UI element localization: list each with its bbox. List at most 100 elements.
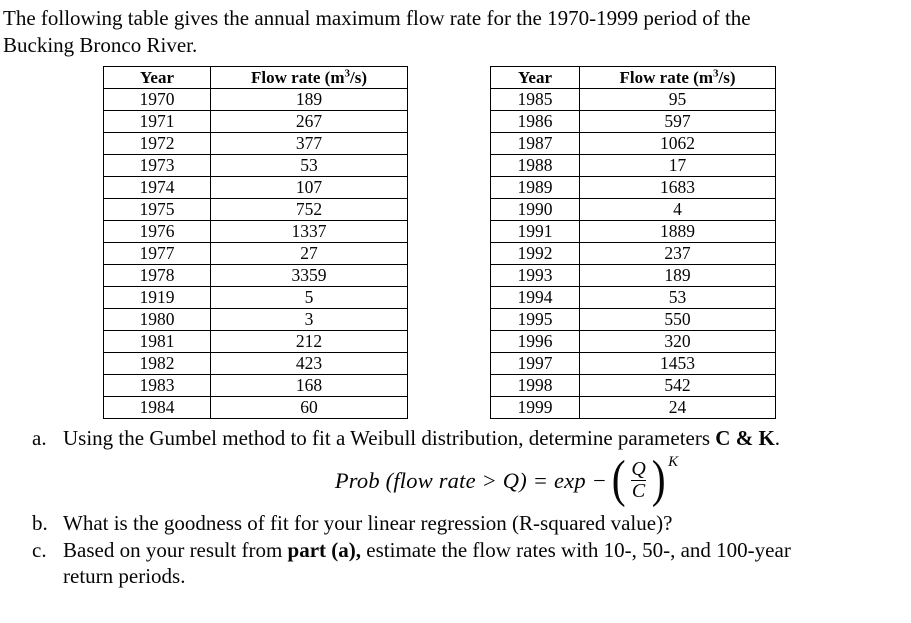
formula-lhs: Prob (flow rate > Q) = exp − — [334, 467, 608, 493]
year-cell: 1996 — [490, 330, 580, 353]
year-cell: 1971 — [103, 110, 211, 133]
left-table-body: 1970 189 1971 267 1972 377 1973 53 1974 107 1975 75… — [103, 88, 408, 419]
year-cell: 1997 — [490, 352, 580, 375]
question-c-line1: Based on your result from part (a), esti… — [63, 537, 905, 563]
table-row: 1983 168 — [103, 374, 408, 397]
table-row: 1988 17 — [490, 154, 776, 177]
question-b: b. What is the goodness of fit for your … — [32, 510, 905, 536]
flow-header-superscript: 3 — [344, 66, 350, 79]
year-cell: 1982 — [103, 352, 211, 375]
question-c-line2: return periods. — [63, 564, 186, 588]
table-row: 1981 212 — [103, 330, 408, 353]
flow-cell: 1453 — [579, 352, 776, 375]
year-cell: 1970 — [103, 88, 211, 111]
flow-header-unit-suffix: /s) — [718, 67, 736, 87]
year-cell: 1999 — [490, 396, 580, 419]
question-c-text: Based on your result from part (a), esti… — [63, 537, 905, 589]
flow-cell: 5 — [210, 286, 408, 309]
year-cell: 1988 — [490, 154, 580, 177]
fraction-denominator: C — [631, 480, 646, 502]
year-cell: 1987 — [490, 132, 580, 155]
year-cell: 1984 — [103, 396, 211, 419]
table-row: 1973 53 — [103, 154, 408, 177]
flow-cell: 542 — [579, 374, 776, 397]
flow-cell: 237 — [579, 242, 776, 265]
flow-header-superscript: 3 — [712, 66, 719, 79]
right-table-body: 1985 95 1986 597 1987 1062 1988 17 1989 1683 1990 4… — [490, 88, 776, 419]
flow-cell: 1683 — [579, 176, 776, 199]
flow-cell: 1337 — [210, 220, 408, 243]
year-cell: 1995 — [490, 308, 580, 331]
flow-cell: 752 — [210, 198, 408, 221]
table-row: 1975 752 — [103, 198, 408, 221]
formula-exponent: K — [668, 454, 679, 470]
flow-header-unit-suffix: /s) — [349, 67, 367, 87]
flow-rate-table-right: Year Flow rate (m3/s) 1985 95 1986 597 1987 1… — [490, 66, 776, 419]
question-list: a. Using the Gumbel method to fit a Weib… — [3, 425, 905, 589]
question-a-bold: C & K — [715, 426, 775, 450]
document-page: The following table gives the annual max… — [3, 5, 905, 589]
year-cell: 1919 — [103, 286, 211, 309]
title-line-2: Bucking Bronco River. — [3, 32, 198, 57]
question-a-post: . — [774, 426, 781, 450]
fraction: Q C — [628, 458, 648, 502]
fraction-numerator: Q — [631, 458, 646, 480]
table-row: 1984 60 — [103, 396, 408, 419]
year-cell: 1974 — [103, 176, 211, 199]
flow-cell: 3359 — [210, 264, 408, 287]
flow-cell: 320 — [579, 330, 776, 353]
weibull-formula: Prob (flow rate > Q) = exp − ( Q C ) K — [3, 452, 905, 509]
fraction-bar — [631, 480, 646, 481]
year-cell: 1994 — [490, 286, 580, 309]
table-row: 1985 95 — [490, 88, 776, 111]
table-row: 1993 189 — [490, 264, 776, 287]
year-cell: 1993 — [490, 264, 580, 287]
table-row: 1996 320 — [490, 330, 776, 353]
year-cell: 1989 — [490, 176, 580, 199]
flow-rate-header: Flow rate (m3/s) — [210, 66, 408, 89]
flow-cell: 60 — [210, 396, 408, 419]
table-header-row: Year Flow rate (m3/s) — [103, 66, 408, 89]
table-row: 1995 550 — [490, 308, 776, 331]
table-row: 1987 1062 — [490, 132, 776, 155]
list-marker-b: b. — [32, 511, 48, 535]
flow-cell: 24 — [579, 396, 776, 419]
question-a-pre: Using the Gumbel method to fit a Weibull… — [63, 426, 716, 450]
flow-rate-table-left: Year Flow rate (m3/s) 1970 189 1971 267 1972… — [103, 66, 408, 419]
open-paren: ( — [611, 451, 626, 509]
table-row: 1990 4 — [490, 198, 776, 221]
flow-cell: 550 — [579, 308, 776, 331]
table-row: 1971 267 — [103, 110, 408, 133]
year-cell: 1983 — [103, 374, 211, 397]
title-line-1: The following table gives the annual max… — [3, 6, 751, 30]
year-header: Year — [490, 66, 580, 89]
flow-cell: 53 — [210, 154, 408, 177]
table-row: 1978 3359 — [103, 264, 408, 287]
table-row: 1980 3 — [103, 308, 408, 331]
flow-cell: 597 — [579, 110, 776, 133]
table-row: 1992 237 — [490, 242, 776, 265]
question-c-pre: Based on your result from — [63, 538, 288, 562]
close-paren: ) — [651, 451, 666, 509]
year-cell: 1986 — [490, 110, 580, 133]
flow-cell: 377 — [210, 132, 408, 155]
flow-cell: 3 — [210, 308, 408, 331]
year-cell: 1991 — [490, 220, 580, 243]
list-marker-a: a. — [32, 426, 47, 450]
year-cell: 1977 — [103, 242, 211, 265]
flow-cell: 17 — [579, 154, 776, 177]
table-row: 1998 542 — [490, 374, 776, 397]
flow-cell: 189 — [579, 264, 776, 287]
question-c-post: estimate the flow rates with 10-, 50-, a… — [361, 538, 791, 562]
table-row: 1991 1889 — [490, 220, 776, 243]
flow-cell: 53 — [579, 286, 776, 309]
table-row: 1994 53 — [490, 286, 776, 309]
year-cell: 1992 — [490, 242, 580, 265]
year-cell: 1998 — [490, 374, 580, 397]
table-row: 1974 107 — [103, 176, 408, 199]
year-cell: 1973 — [103, 154, 211, 177]
flow-cell: 27 — [210, 242, 408, 265]
document-title: The following table gives the annual max… — [3, 5, 905, 58]
table-row: 1989 1683 — [490, 176, 776, 199]
table-row: 1977 27 — [103, 242, 408, 265]
